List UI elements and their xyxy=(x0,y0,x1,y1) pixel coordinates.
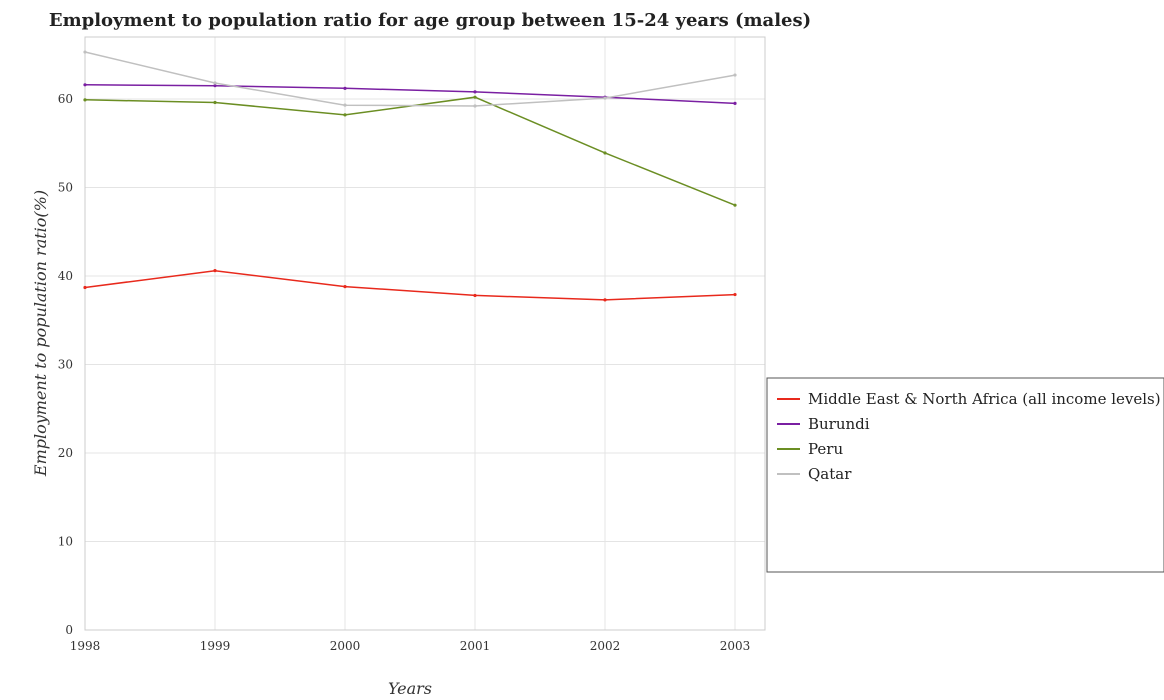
y-tick-label: 60 xyxy=(58,92,73,106)
y-tick-label: 20 xyxy=(58,446,73,460)
series-points xyxy=(83,50,737,302)
data-point xyxy=(733,292,737,297)
x-tick-label: 2000 xyxy=(330,639,361,653)
data-point xyxy=(473,95,477,99)
legend-label-2: Burundi xyxy=(808,415,870,433)
legend-label-1: Middle East & North Africa (all income l… xyxy=(808,390,1161,408)
data-point xyxy=(603,151,607,155)
y-tick-label: 40 xyxy=(58,269,73,283)
data-point xyxy=(603,298,607,302)
data-point xyxy=(213,100,217,105)
data-point xyxy=(213,84,217,88)
data-point xyxy=(83,285,87,290)
x-tick-label: 2001 xyxy=(460,639,491,653)
data-point xyxy=(603,96,607,100)
y-tick-label: 0 xyxy=(65,623,73,637)
y-tick-label: 10 xyxy=(58,534,73,548)
legend: Middle East & North Africa (all income l… xyxy=(766,377,1164,573)
plot-frame xyxy=(84,36,766,631)
chart-title: Employment to population ratio for age g… xyxy=(49,10,811,31)
x-tick-label: 1998 xyxy=(70,639,101,653)
series-line-1 xyxy=(84,269,736,301)
data-point xyxy=(733,73,737,77)
x-axis-label: Years xyxy=(388,679,432,698)
y-tick-label: 30 xyxy=(58,357,73,371)
legend-box xyxy=(766,377,1164,573)
legend-label-4: Qatar xyxy=(808,465,852,483)
gridlines xyxy=(84,37,765,631)
series-line-2 xyxy=(84,84,736,105)
legend-label-3: Peru xyxy=(808,440,843,458)
data-point xyxy=(473,104,477,108)
data-point xyxy=(343,86,347,90)
x-tick-label: 1999 xyxy=(200,639,231,653)
data-point xyxy=(343,103,347,107)
series-line-3 xyxy=(84,96,736,206)
x-axis-ticks: 1998 1999 2000 2001 2002 2003 xyxy=(70,639,751,653)
series-line-4 xyxy=(84,51,736,107)
data-point xyxy=(733,203,737,207)
data-point xyxy=(343,113,347,117)
data-point xyxy=(213,81,217,85)
data-point xyxy=(213,269,217,273)
data-point xyxy=(473,293,477,298)
data-point xyxy=(83,50,87,54)
data-point xyxy=(733,101,737,105)
x-tick-label: 2003 xyxy=(720,639,751,653)
data-point xyxy=(83,98,87,102)
x-tick-label: 2002 xyxy=(590,639,621,653)
data-point xyxy=(83,83,87,87)
data-point xyxy=(343,284,347,289)
series-lines xyxy=(84,51,736,301)
y-axis-ticks: 0 10 20 30 40 50 60 xyxy=(58,92,73,637)
y-axis-label: Employment to population ratio(%) xyxy=(31,190,50,477)
data-point xyxy=(473,90,477,94)
y-tick-label: 50 xyxy=(58,180,73,194)
